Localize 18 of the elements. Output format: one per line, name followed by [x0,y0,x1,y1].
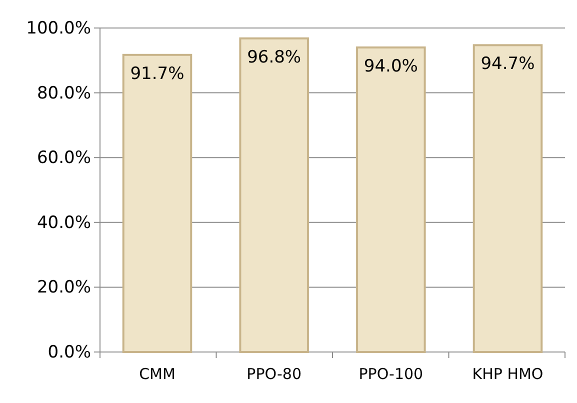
y-tick-label: 60.0% [36,148,91,168]
bar [239,37,309,353]
bar [122,54,192,353]
data-label: 94.0% [364,56,418,76]
x-tick-label: CMM [139,365,176,383]
data-label: 94.7% [480,54,535,74]
y-tick-label: 100.0% [26,18,91,38]
bar [472,44,543,353]
y-tick-label: 40.0% [36,212,91,233]
x-tick-label: KHP HMO [472,365,544,383]
data-label: 96.8% [247,47,302,68]
data-label: 91.7% [130,64,184,84]
y-tick-label: 80.0% [36,83,91,104]
x-tick-label: PPO-80 [246,365,302,383]
y-tick-label: 0.0% [48,342,91,362]
bar [356,46,426,353]
y-tick-label: 20.0% [36,278,91,298]
x-tick-label: PPO-100 [358,365,424,383]
